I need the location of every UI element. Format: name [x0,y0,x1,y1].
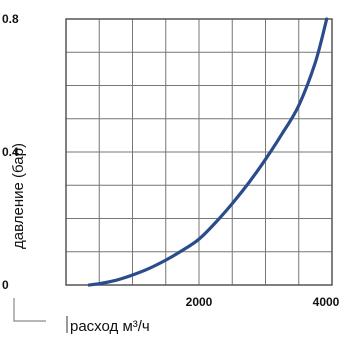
x-axis-label: расход м³/ч [70,318,150,335]
tick-labels: 0 0.4 0.8 2000 4000 [2,12,340,309]
plot-frame [65,18,333,286]
y-tick-label: 0.4 [2,145,19,159]
y-axis-label: давление (бар) [10,143,27,249]
x-tick-label: 4000 [313,295,340,309]
x-label-bracket [13,298,46,322]
series-line [87,17,329,287]
y-tick-label: 0.8 [2,12,19,26]
y-tick-label: 0 [2,278,9,292]
x-tick-label: 2000 [186,295,213,309]
grid [66,19,332,285]
